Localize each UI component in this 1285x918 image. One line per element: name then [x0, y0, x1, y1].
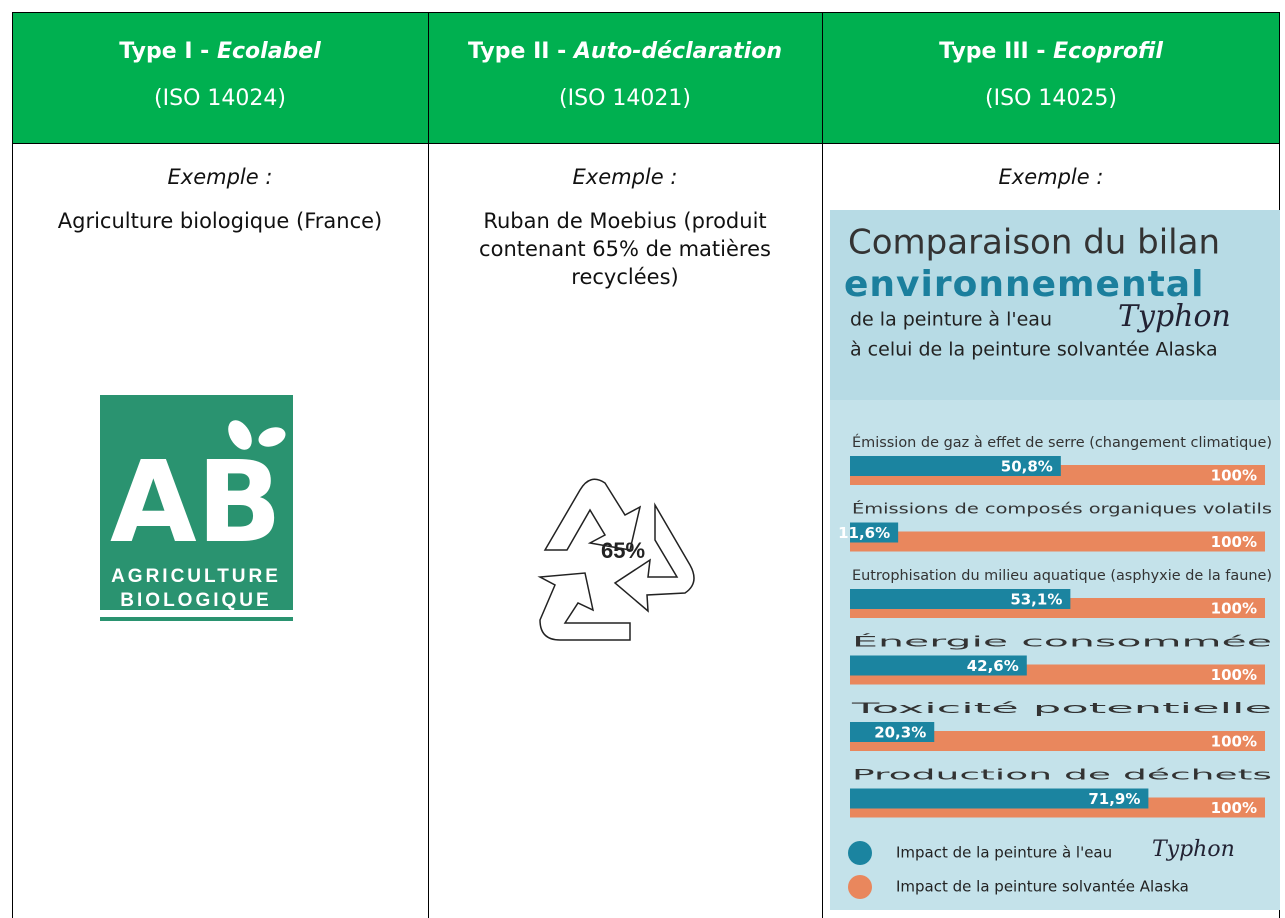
recycle-arrows	[537, 478, 695, 641]
logo-letters: AB	[110, 438, 282, 568]
type: Type II -	[468, 39, 567, 64]
leaf	[228, 420, 252, 450]
type-name: Auto-déclaration	[573, 39, 782, 64]
example-label: Exemple :	[167, 165, 273, 189]
value-label: 11,6%	[838, 524, 890, 542]
value-label: 71,9%	[1088, 790, 1140, 808]
category-label: Émission de gaz à effet de serre (change…	[852, 434, 1272, 451]
bar	[850, 731, 1265, 751]
category-label: Eutrophisation du milieu aquatique (asph…	[852, 568, 1272, 584]
border	[12, 12, 1280, 13]
chart-subtitle: à celui de la peinture solvantée Alaska	[850, 339, 1218, 361]
type-name: Ecoprofil	[1053, 39, 1163, 64]
logo-text: AGRICULTURE	[111, 566, 281, 587]
chart: Comparaison du bilan environnemental de …	[830, 210, 1280, 910]
value-label: 100%	[1211, 533, 1257, 551]
value-label: 50,8%	[1001, 458, 1053, 476]
type-name: Ecolabel	[216, 39, 321, 64]
legend-label: Impact de la peinture solvantée Alaska	[896, 878, 1189, 896]
logo-underline	[100, 617, 293, 621]
header-cell: Type I - Ecolabel (ISO 14024)	[12, 13, 428, 143]
border	[12, 143, 1280, 144]
type: Type I -	[119, 39, 210, 64]
value-label: 42,6%	[967, 657, 1019, 675]
bar	[850, 531, 1265, 552]
value-label: 100%	[1211, 666, 1257, 684]
category-label: Production de déchets	[852, 768, 1272, 784]
example-label: Exemple :	[998, 165, 1104, 189]
value-label: 100%	[1211, 600, 1257, 618]
body-cell: Exemple :	[822, 143, 1280, 918]
standard: (ISO 14025)	[985, 86, 1117, 111]
header-cell: Type II - Auto-déclaration (ISO 14021)	[428, 13, 822, 143]
value-label: 100%	[1211, 733, 1257, 751]
standard: (ISO 14021)	[559, 86, 691, 111]
recycle-logo: 65%	[537, 478, 695, 641]
legend-swatch	[848, 875, 872, 899]
border	[12, 13, 13, 918]
logo-bg	[100, 395, 293, 610]
header-cell: Type III - Ecoprofil (ISO 14025)	[822, 13, 1280, 143]
brand: Typhon	[1118, 299, 1231, 334]
category-label: Toxicité potentielle	[849, 701, 1272, 717]
bar	[850, 788, 1149, 809]
recycle-label: 65%	[601, 538, 645, 563]
value-label: 20,3%	[874, 724, 926, 742]
chart-title: Comparaison du bilan	[848, 223, 1220, 263]
body-cell: Exemple : Ruban de Moebius (produit cont…	[428, 143, 822, 918]
type: Type III -	[939, 39, 1046, 64]
bar	[850, 456, 1061, 476]
category-label: Émissions de composés organiques volatil…	[852, 501, 1272, 518]
ab-logo: AB AGRICULTURE BIOLOGIQUE	[100, 395, 293, 621]
body-cell: Exemple : Agriculture biologique (France…	[12, 143, 428, 918]
logo-text: BIOLOGIQUE	[120, 590, 271, 611]
example-label: Exemple :	[572, 165, 678, 189]
legend-label: Impact de la peinture à l'eau	[896, 844, 1112, 862]
value-label: 100%	[1211, 467, 1257, 485]
bar	[850, 522, 899, 543]
description: Agriculture biologique (France)	[57, 209, 383, 233]
legend-brand: Typhon	[1152, 837, 1235, 862]
legend-swatch	[848, 841, 872, 865]
standard: (ISO 14024)	[154, 86, 286, 111]
category-label: Énergie consommée	[852, 634, 1272, 651]
chart-title-emphasis: environnemental	[844, 264, 1204, 305]
border	[428, 13, 429, 918]
bar	[850, 655, 1027, 676]
border	[822, 13, 823, 918]
bar	[850, 722, 935, 742]
bar	[850, 589, 1071, 609]
leaf	[258, 427, 286, 447]
value-label: 100%	[1211, 799, 1257, 817]
value-label: 53,1%	[1010, 591, 1062, 609]
description: Ruban de Moebius (produit contenant 65% …	[479, 209, 771, 289]
chart-subtitle: de la peinture à l'eau	[850, 309, 1052, 331]
